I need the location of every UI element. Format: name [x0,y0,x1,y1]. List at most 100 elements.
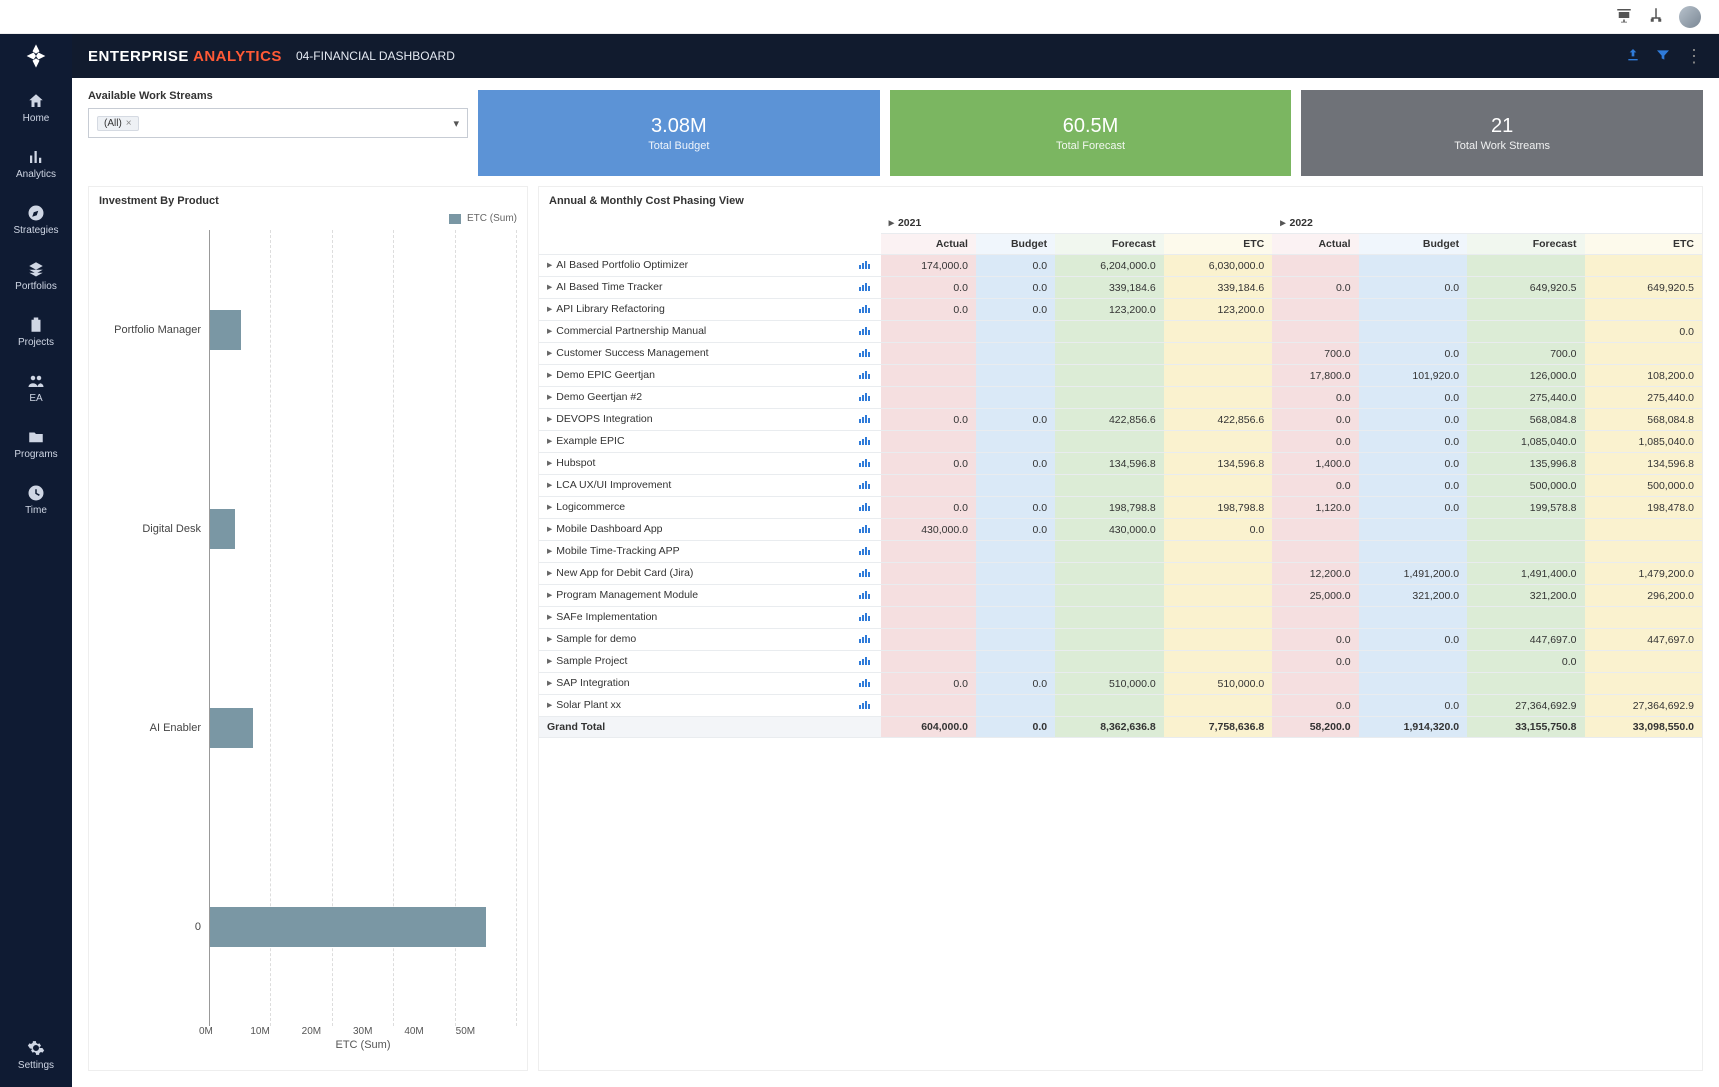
filter-chip[interactable]: (All) × [97,116,139,131]
cell [881,695,976,717]
cell [1055,387,1164,409]
bar[interactable] [210,310,241,350]
share-icon[interactable] [1625,47,1641,66]
cell [976,387,1055,409]
table-row[interactable]: ▸AI Based Portfolio Optimizer174,000.00.… [539,255,1702,277]
table-row[interactable]: ▸Sample for demo0.00.0447,697.0447,697.0 [539,629,1702,651]
y-axis-label: Portfolio Manager [99,230,209,429]
cell [1585,519,1703,541]
cell: 500,000.0 [1467,475,1584,497]
table-row[interactable]: ▸Program Management Module25,000.0321,20… [539,585,1702,607]
cell: 0.0 [1272,277,1358,299]
cell [976,431,1055,453]
sidebar-item-analytics[interactable]: Analytics [0,142,72,186]
cell: 0.0 [1359,409,1468,431]
cell: 321,200.0 [1359,585,1468,607]
sidebar-item-portfolios[interactable]: Portfolios [0,254,72,298]
sparkline-icon [859,457,873,470]
cell [1164,475,1273,497]
bar[interactable] [210,509,235,549]
table-row[interactable]: ▸SAP Integration0.00.0510,000.0510,000.0 [539,673,1702,695]
sparkline-icon [859,303,873,316]
row-name: ▸LCA UX/UI Improvement [539,475,881,497]
cell: 0.0 [976,277,1055,299]
cell [1585,673,1703,695]
layers-icon [27,260,45,278]
presentation-icon[interactable] [1615,6,1633,27]
sidebar: Home Analytics Strategies Portfolios Project… [0,34,72,1087]
y-axis-label: Digital Desk [99,429,209,628]
table-row[interactable]: ▸New App for Debit Card (Jira)12,200.01,… [539,563,1702,585]
cell [1272,519,1358,541]
bar[interactable] [210,907,486,947]
chart-legend: ETC (Sum) [99,213,517,224]
cell: 0.0 [976,299,1055,321]
cell [1467,321,1584,343]
cell [881,651,976,673]
cell [1055,695,1164,717]
table-row[interactable]: ▸AI Based Time Tracker0.00.0339,184.6339… [539,277,1702,299]
app-logo[interactable] [0,34,72,78]
bar[interactable] [210,708,253,748]
table-row[interactable]: ▸Sample Project0.00.0 [539,651,1702,673]
table-row[interactable]: ▸Demo EPIC Geertjan17,800.0101,920.0126,… [539,365,1702,387]
cell: 568,084.8 [1467,409,1584,431]
cell: 101,920.0 [1359,365,1468,387]
sparkline-icon [859,633,873,646]
metric-header: Budget [1359,234,1468,255]
table-row[interactable]: ▸Demo Geertjan #20.00.0275,440.0275,440.… [539,387,1702,409]
table-row[interactable]: ▸DEVOPS Integration0.00.0422,856.6422,85… [539,409,1702,431]
cell [976,651,1055,673]
table-row[interactable]: ▸Customer Success Management700.00.0700.… [539,343,1702,365]
table-row[interactable]: ▸Logicommerce0.00.0198,798.8198,798.81,1… [539,497,1702,519]
cell: 0.0 [1585,321,1703,343]
clock-icon [27,484,45,502]
chip-remove-icon[interactable]: × [126,118,132,129]
chart-title: Investment By Product [99,195,517,207]
table-row[interactable]: ▸LCA UX/UI Improvement0.00.0500,000.0500… [539,475,1702,497]
cell [1164,387,1273,409]
cell: 0.0 [881,497,976,519]
table-row[interactable]: ▸Hubspot0.00.0134,596.8134,596.81,400.00… [539,453,1702,475]
sidebar-item-ea[interactable]: EA [0,366,72,410]
cell [976,563,1055,585]
year-header[interactable]: ▸2021 [881,213,1273,234]
sidebar-label: Portfolios [15,281,57,292]
kebab-menu-icon[interactable]: ⋮ [1685,47,1703,65]
sidebar-item-projects[interactable]: Projects [0,310,72,354]
sidebar-item-home[interactable]: Home [0,86,72,130]
kpi-card: 60.5MTotal Forecast [890,90,1292,176]
sparkline-icon [859,479,873,492]
avatar[interactable] [1679,6,1701,28]
cell: 0.0 [1272,475,1358,497]
filter-icon[interactable] [1655,47,1671,66]
cell: 0.0 [1359,695,1468,717]
cell [1164,365,1273,387]
sparkline-icon [859,545,873,558]
sparkline-icon [859,501,873,514]
titlebar: ENTERPRISE ANALYTICS 04-FINANCIAL DASHBO… [72,34,1719,78]
cell: 134,596.8 [1055,453,1164,475]
table-row[interactable]: ▸API Library Refactoring0.00.0123,200.01… [539,299,1702,321]
sidebar-item-strategies[interactable]: Strategies [0,198,72,242]
table-row[interactable]: ▸Example EPIC0.00.01,085,040.01,085,040.… [539,431,1702,453]
row-name: Grand Total [539,717,881,738]
table-row[interactable]: ▸Solar Plant xx0.00.027,364,692.927,364,… [539,695,1702,717]
cell [1164,629,1273,651]
table-row[interactable]: ▸Mobile Dashboard App430,000.00.0430,000… [539,519,1702,541]
workstream-multiselect[interactable]: (All) × ▾ [88,108,468,138]
table-row[interactable]: ▸Mobile Time-Tracking APP [539,541,1702,563]
cell: 604,000.0 [881,717,976,738]
sidebar-item-settings[interactable]: Settings [0,1033,72,1077]
cell [1359,321,1468,343]
cell [1055,585,1164,607]
sidebar-item-programs[interactable]: Programs [0,422,72,466]
cell [1055,629,1164,651]
cell: 0.0 [1272,409,1358,431]
year-header[interactable]: ▸2022 [1272,213,1702,234]
table-row[interactable]: ▸SAFe Implementation [539,607,1702,629]
cell: 0.0 [1272,387,1358,409]
table-row[interactable]: ▸Commercial Partnership Manual0.0 [539,321,1702,343]
sidebar-item-time[interactable]: Time [0,478,72,522]
hierarchy-icon[interactable] [1647,6,1665,27]
